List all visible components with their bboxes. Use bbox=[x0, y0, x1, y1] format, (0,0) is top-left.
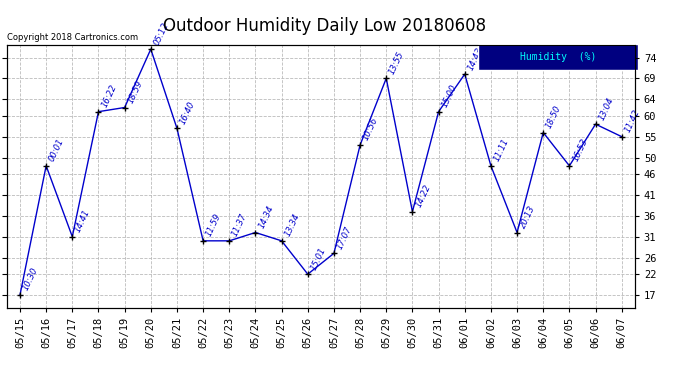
Text: 14:34: 14:34 bbox=[257, 204, 275, 230]
Text: 05:12: 05:12 bbox=[152, 21, 170, 46]
Text: 11:42: 11:42 bbox=[623, 108, 642, 134]
FancyBboxPatch shape bbox=[478, 44, 638, 70]
Text: 13:04: 13:04 bbox=[597, 96, 615, 122]
Text: 11:59: 11:59 bbox=[204, 212, 223, 238]
Text: 11:11: 11:11 bbox=[492, 137, 511, 163]
Text: 14:43: 14:43 bbox=[466, 45, 484, 71]
Text: 13:55: 13:55 bbox=[388, 50, 406, 75]
Text: 17:07: 17:07 bbox=[335, 225, 354, 251]
Text: 15:01: 15:01 bbox=[309, 246, 328, 272]
Text: 15:00: 15:00 bbox=[440, 83, 458, 109]
Text: 10:30: 10:30 bbox=[21, 266, 40, 292]
Text: 14:22: 14:22 bbox=[414, 183, 432, 209]
Text: 14:41: 14:41 bbox=[74, 208, 92, 234]
Text: 20:13: 20:13 bbox=[518, 204, 537, 230]
Text: 11:37: 11:37 bbox=[230, 212, 249, 238]
Text: 16:40: 16:40 bbox=[178, 100, 197, 126]
Text: 00:01: 00:01 bbox=[48, 137, 66, 163]
Text: 16:22: 16:22 bbox=[100, 83, 118, 109]
Text: 13:34: 13:34 bbox=[283, 212, 302, 238]
Text: 16:53: 16:53 bbox=[571, 137, 589, 163]
Text: 18:50: 18:50 bbox=[544, 104, 563, 130]
Text: 10:56: 10:56 bbox=[362, 116, 380, 142]
Text: 18:59: 18:59 bbox=[126, 79, 144, 105]
Text: Humidity  (%): Humidity (%) bbox=[520, 52, 596, 62]
Text: Outdoor Humidity Daily Low 20180608: Outdoor Humidity Daily Low 20180608 bbox=[163, 17, 486, 35]
Text: Copyright 2018 Cartronics.com: Copyright 2018 Cartronics.com bbox=[7, 33, 138, 42]
